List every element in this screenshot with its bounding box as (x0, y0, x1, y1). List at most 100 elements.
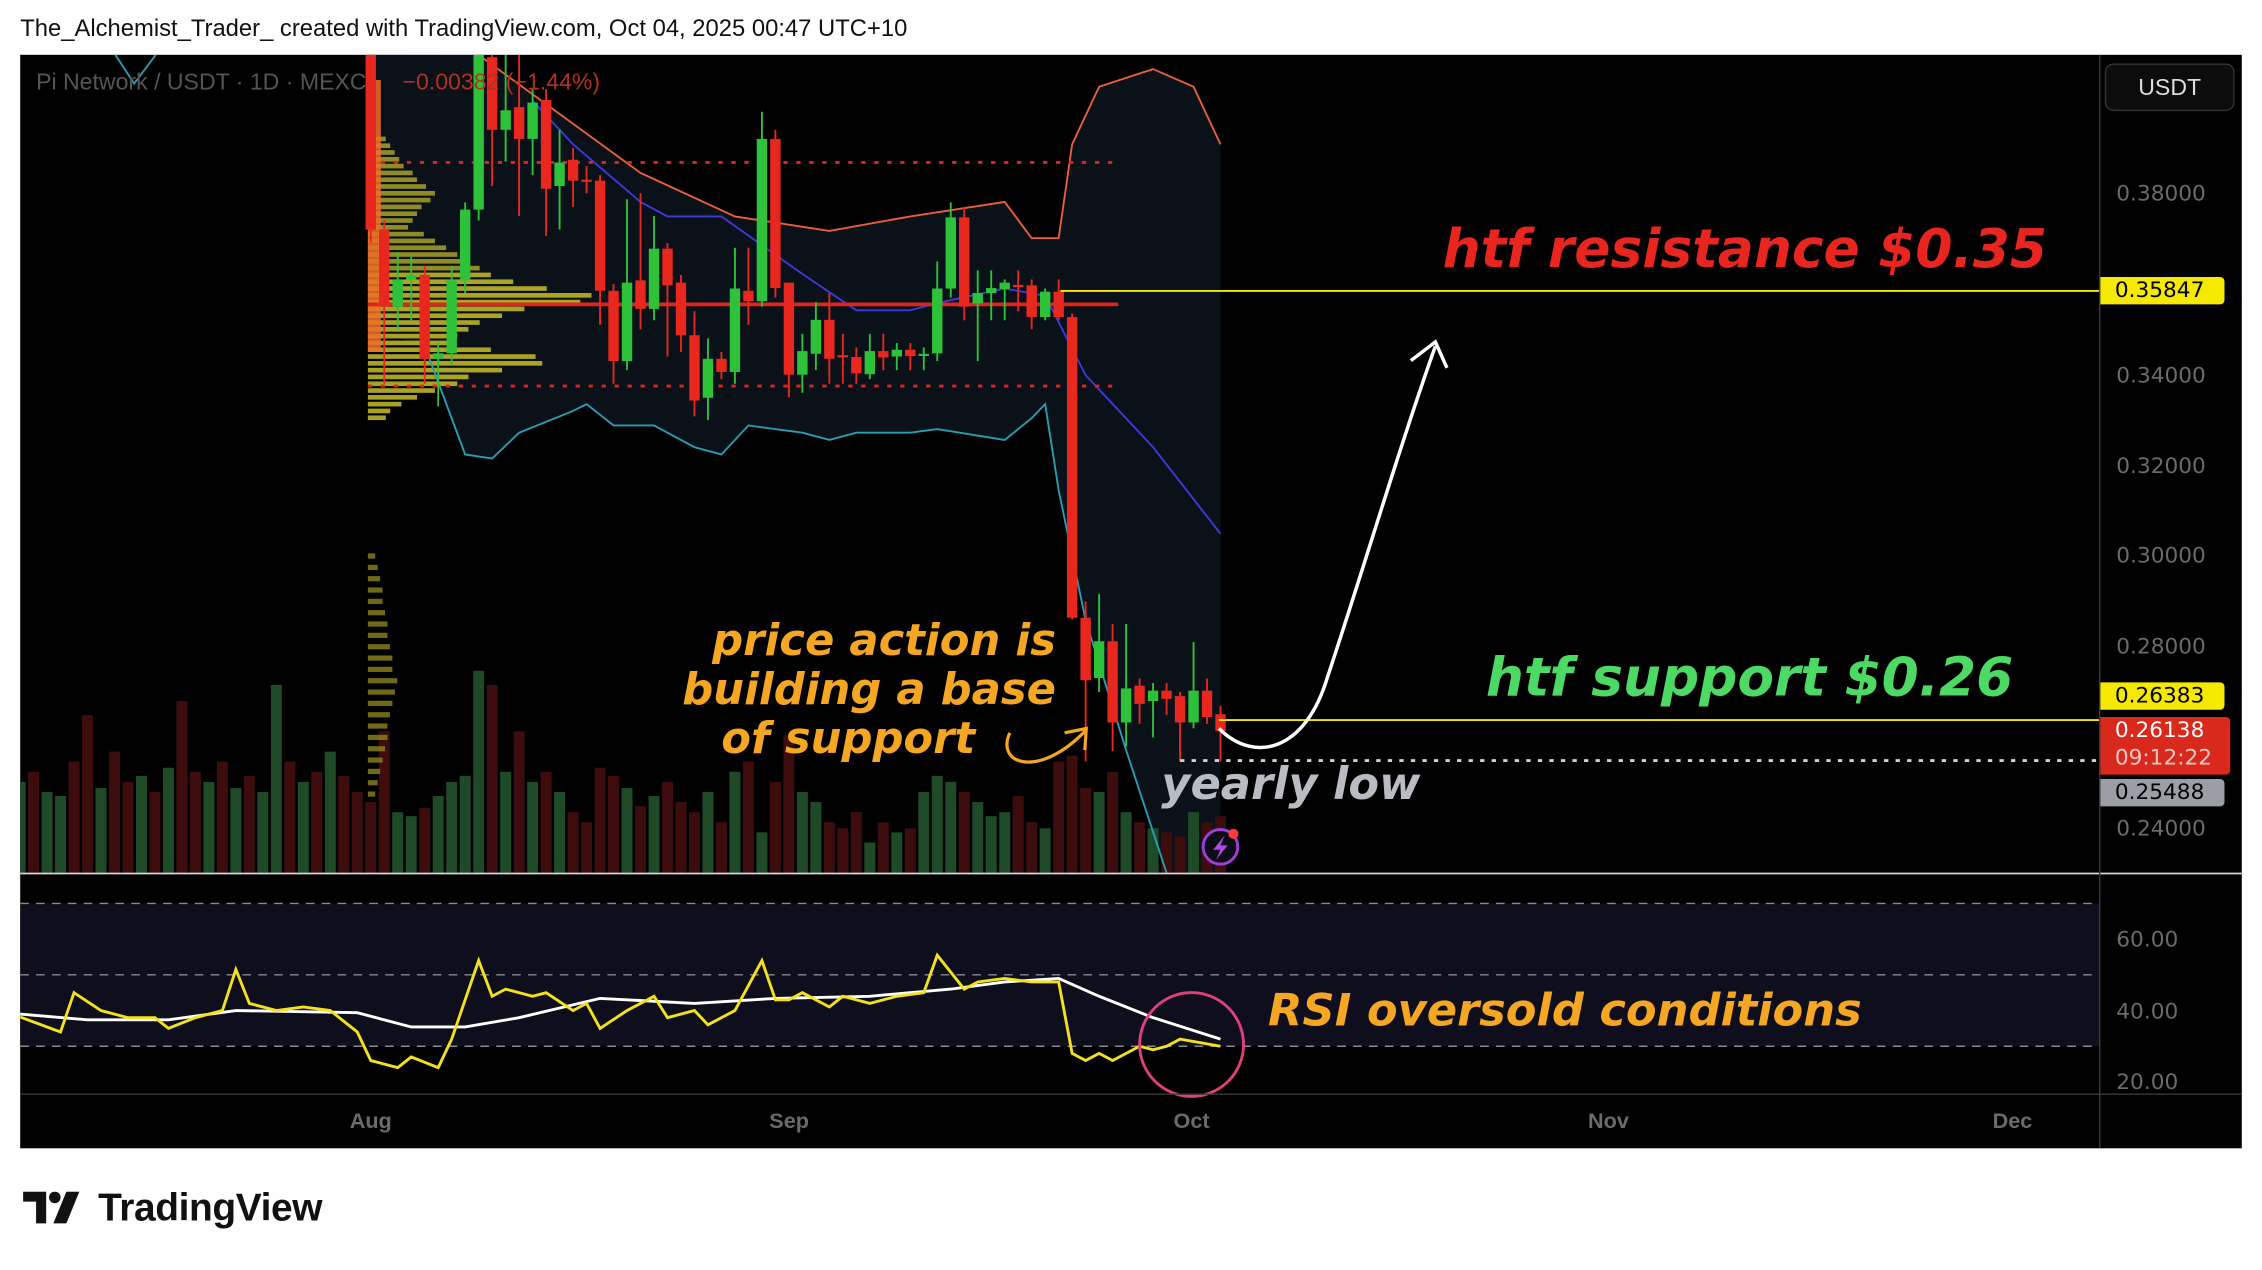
volume-profile-bar (367, 381, 458, 387)
candle (986, 270, 997, 321)
volume-profile-bar (367, 723, 388, 729)
support-pointer-arrowhead-icon (1064, 726, 1088, 751)
volume-bar (540, 771, 552, 873)
volume-bar (297, 781, 309, 873)
volume-bar (257, 791, 269, 873)
volume-bar (783, 735, 795, 873)
time-tick: Dec (1992, 1109, 2033, 1134)
rsi-tick: 40.00 (2116, 998, 2179, 1025)
volume-bar (1026, 822, 1038, 873)
lightning-icon[interactable] (1201, 828, 1240, 866)
volume-profile-bar (367, 757, 383, 763)
volume-bar (1134, 822, 1146, 873)
candle-body (918, 353, 929, 356)
candle (1066, 313, 1078, 620)
volume-profile-bar (367, 644, 390, 650)
candle-body (419, 274, 430, 359)
volume-bar (500, 771, 512, 873)
volume-bar (729, 771, 741, 873)
volume-bar (1080, 787, 1092, 873)
candle (770, 129, 781, 298)
currency-button[interactable]: USDT (2104, 63, 2235, 112)
candle-body (824, 319, 835, 359)
volume-bar (891, 832, 903, 873)
volume-bar (675, 802, 687, 873)
volume-bar (270, 684, 282, 873)
candle-body (1039, 291, 1051, 318)
volume-profile-bar (367, 689, 395, 695)
candle (675, 274, 687, 353)
candle (729, 247, 741, 384)
candle-body (702, 358, 714, 398)
candle (905, 342, 916, 371)
candle-body (1093, 641, 1105, 679)
volume-profile-bar (367, 678, 398, 684)
volume-profile-bar (367, 170, 413, 176)
candle-body (1201, 690, 1213, 717)
candle (432, 342, 444, 407)
volume-profile-bar (367, 259, 469, 264)
volume-profile-bar (367, 780, 378, 786)
bollinger-lower-line (114, 54, 157, 86)
candle-body (365, 54, 376, 230)
volume-profile-bar (367, 245, 447, 251)
rsi-pane (20, 902, 2099, 1070)
candle-body (1188, 690, 1199, 723)
bar-countdown: 09:12:22 (2114, 744, 2213, 771)
volume-bar (864, 842, 876, 873)
volume-bar (958, 791, 970, 873)
time-tick: Oct (1173, 1109, 1210, 1134)
volume-profile-bar (367, 286, 547, 291)
price-tick: 0.30000 (2116, 542, 2206, 569)
volume-bar (1066, 755, 1078, 873)
volume-bar (756, 832, 768, 873)
volume-profile-bar (367, 299, 581, 305)
volume-profile-bar (367, 279, 514, 285)
candle-body (1107, 641, 1118, 723)
volume-bar (688, 812, 700, 873)
candle (365, 54, 376, 244)
candle-body (1174, 696, 1186, 723)
candle (1053, 279, 1064, 321)
volume-profile-bar (367, 734, 388, 740)
candle (594, 175, 606, 325)
candle (648, 215, 660, 321)
candle (716, 352, 727, 380)
candle (1120, 624, 1132, 747)
volume-bar (823, 822, 835, 873)
candle-body (662, 248, 673, 286)
candle (459, 202, 471, 294)
bollinger-lower-line (423, 345, 1168, 873)
candle-body (878, 351, 889, 358)
candle-body (864, 351, 876, 375)
candle (918, 347, 929, 371)
symbol-legend[interactable]: Pi Network / USDT · 1D · MEXC (36, 70, 367, 96)
volume-profile-bar (367, 163, 404, 169)
candle-body (1161, 690, 1172, 699)
candle-body (689, 335, 700, 401)
volume-profile-bar (367, 333, 458, 339)
volume-bar (378, 731, 390, 873)
rsi-tick: 20.00 (2116, 1068, 2179, 1095)
tradingview-wordmark: TradingView (98, 1185, 323, 1230)
volume-profile-bar (367, 553, 376, 559)
candle-body (486, 57, 498, 130)
bollinger-band-fill (367, 54, 1221, 873)
volume-bar (122, 781, 134, 873)
volume-bar (972, 802, 984, 873)
candle-body (432, 353, 444, 359)
candle-body (945, 217, 956, 289)
candle (891, 342, 902, 371)
candle (473, 54, 484, 221)
tradingview-logo[interactable]: TradingView (23, 1186, 322, 1231)
volume-profile-bar (367, 327, 469, 332)
volume-profile-bar (367, 191, 435, 196)
candle (567, 147, 579, 207)
candle-body (567, 159, 579, 181)
volume-bar (554, 791, 566, 873)
volume-bar (284, 761, 296, 873)
projection-arrow (1217, 345, 1438, 750)
volume-bar (1120, 812, 1132, 873)
volume-profile-bar (367, 666, 393, 672)
